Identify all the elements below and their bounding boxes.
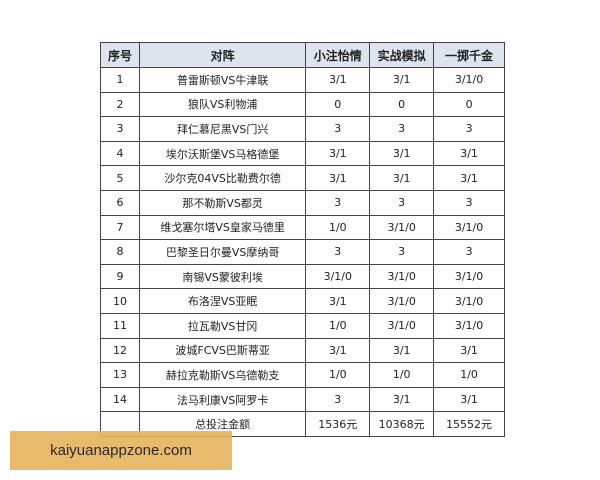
- table-cell: 拜仁慕尼黑VS门兴: [138, 116, 307, 142]
- table-cell: 巴黎圣日尔曼VS摩纳哥: [138, 239, 307, 265]
- table-cell: 3: [433, 239, 505, 265]
- table-cell: 11: [100, 312, 140, 339]
- table-cell: 1/0: [305, 214, 371, 241]
- table-row: 2 狼队VS利物浦 0 0 0: [100, 91, 505, 118]
- table-cell: 0: [305, 91, 371, 118]
- table-row: 8 巴黎圣日尔曼VS摩纳哥 3 3 3: [100, 239, 505, 265]
- table-cell: 3/1/0: [369, 263, 435, 290]
- watermark-banner: kaiyuanappzone.com: [10, 431, 232, 470]
- table-row: 3 拜仁慕尼黑VS门兴 3 3 3: [100, 116, 505, 142]
- table-cell: 狼队VS利物浦: [138, 91, 307, 118]
- table-cell: 0: [369, 91, 435, 118]
- table-row: 14 法马利康VS阿罗卡 3 3/1 3/1: [100, 386, 505, 413]
- table-cell: 1/0: [305, 362, 371, 388]
- column-header: 序号: [100, 42, 140, 68]
- table-cell: 3/1: [305, 288, 371, 314]
- table-cell: 维戈塞尔塔VS皇家马德里: [138, 214, 307, 241]
- table-cell: 10368元: [369, 411, 435, 437]
- table-cell: 3: [305, 116, 371, 142]
- table-cell: 1/0: [369, 362, 435, 388]
- table-row: 1 普雷斯顿VS牛津联 3/1 3/1 3/1/0: [100, 67, 505, 93]
- table-cell: 3/1: [305, 165, 371, 191]
- table-cell: 3: [305, 386, 371, 413]
- table-cell: 3/1/0: [433, 312, 505, 339]
- table-cell: 3/1: [433, 140, 505, 167]
- table-cell: 10: [100, 288, 140, 314]
- table-cell: 3/1: [305, 67, 371, 93]
- table-cell: 0: [433, 91, 505, 118]
- table-cell: 3/1/0: [305, 263, 371, 290]
- table-row: 11 拉瓦勒VS甘冈 1/0 3/1/0 3/1/0: [100, 312, 505, 339]
- table-cell: 3/1: [369, 165, 435, 191]
- table-cell: 3/1/0: [433, 214, 505, 241]
- table-row: 5 沙尔克04VS比勒费尔德 3/1 3/1 3/1: [100, 165, 505, 191]
- table-cell: 3: [433, 116, 505, 142]
- table-cell: 3: [369, 239, 435, 265]
- table-cell: 1/0: [305, 312, 371, 339]
- table-cell: 8: [100, 239, 140, 265]
- table-cell: 赫拉克勒斯VS乌德勒支: [138, 362, 307, 388]
- table-cell: 3/1: [305, 140, 371, 167]
- table-cell: 波城FCVS巴斯蒂亚: [138, 337, 307, 364]
- table-cell: 1: [100, 67, 140, 93]
- table-cell: 7: [100, 214, 140, 241]
- table-cell: 3/1: [433, 165, 505, 191]
- table-cell: 1536元: [305, 411, 371, 437]
- table-cell: 南锡VS蒙彼利埃: [138, 263, 307, 290]
- table-cell: 3/1: [305, 337, 371, 364]
- table-cell: 1/0: [433, 362, 505, 388]
- table-cell: 3/1/0: [433, 67, 505, 93]
- table-cell: 6: [100, 189, 140, 216]
- table-cell: 3: [369, 116, 435, 142]
- table-cell: 4: [100, 140, 140, 167]
- table-cell: 3/1: [433, 386, 505, 413]
- table-row: 13 赫拉克勒斯VS乌德勒支 1/0 1/0 1/0: [100, 362, 505, 388]
- header-row: 序号 对阵 小注怡情 实战模拟 一掷千金: [100, 42, 505, 68]
- table-row: 6 那不勒斯VS都灵 3 3 3: [100, 189, 505, 216]
- table-cell: 5: [100, 165, 140, 191]
- table-row: 12 波城FCVS巴斯蒂亚 3/1 3/1 3/1: [100, 337, 505, 364]
- table-cell: 3: [433, 189, 505, 216]
- table-cell: 3: [100, 116, 140, 142]
- table-cell: 拉瓦勒VS甘冈: [138, 312, 307, 339]
- table-cell: 法马利康VS阿罗卡: [138, 386, 307, 413]
- table-cell: 14: [100, 386, 140, 413]
- betting-table: 序号 对阵 小注怡情 实战模拟 一掷千金 1 普雷斯顿VS牛津联 3/1 3/1 3/1/0 2 狼…: [100, 42, 505, 437]
- table-row: 10 布洛涅VS亚眠 3/1 3/1/0 3/1/0: [100, 288, 505, 314]
- table-cell: 埃尔沃斯堡VS马格德堡: [138, 140, 307, 167]
- table-cell: 3: [305, 239, 371, 265]
- column-header: 对阵: [138, 42, 307, 68]
- table-cell: 3/1/0: [433, 288, 505, 314]
- table-cell: 布洛涅VS亚眠: [138, 288, 307, 314]
- table-cell: 3: [369, 189, 435, 216]
- table-cell: 3/1/0: [433, 263, 505, 290]
- table-cell: 3: [305, 189, 371, 216]
- table-cell: 3/1: [369, 140, 435, 167]
- table-cell: 3/1: [369, 386, 435, 413]
- table-cell: 13: [100, 362, 140, 388]
- table-row: 4 埃尔沃斯堡VS马格德堡 3/1 3/1 3/1: [100, 140, 505, 167]
- table-cell: 普雷斯顿VS牛津联: [138, 67, 307, 93]
- table-cell: 3/1/0: [369, 312, 435, 339]
- table-cell: 3/1/0: [369, 288, 435, 314]
- table-cell: 那不勒斯VS都灵: [138, 189, 307, 216]
- table-row: 7 维戈塞尔塔VS皇家马德里 1/0 3/1/0 3/1/0: [100, 214, 505, 241]
- table-cell: 3/1: [433, 337, 505, 364]
- table-row: 9 南锡VS蒙彼利埃 3/1/0 3/1/0 3/1/0: [100, 263, 505, 290]
- table-cell: 沙尔克04VS比勒费尔德: [138, 165, 307, 191]
- table-cell: 3/1: [369, 337, 435, 364]
- table-cell: 12: [100, 337, 140, 364]
- table-cell: 15552元: [433, 411, 505, 437]
- table-cell: 2: [100, 91, 140, 118]
- table-cell: 3/1: [369, 67, 435, 93]
- table-cell: 9: [100, 263, 140, 290]
- column-header: 实战模拟: [369, 42, 435, 68]
- table-cell: 3/1/0: [369, 214, 435, 241]
- column-header: 小注怡情: [305, 42, 371, 68]
- column-header: 一掷千金: [433, 42, 505, 68]
